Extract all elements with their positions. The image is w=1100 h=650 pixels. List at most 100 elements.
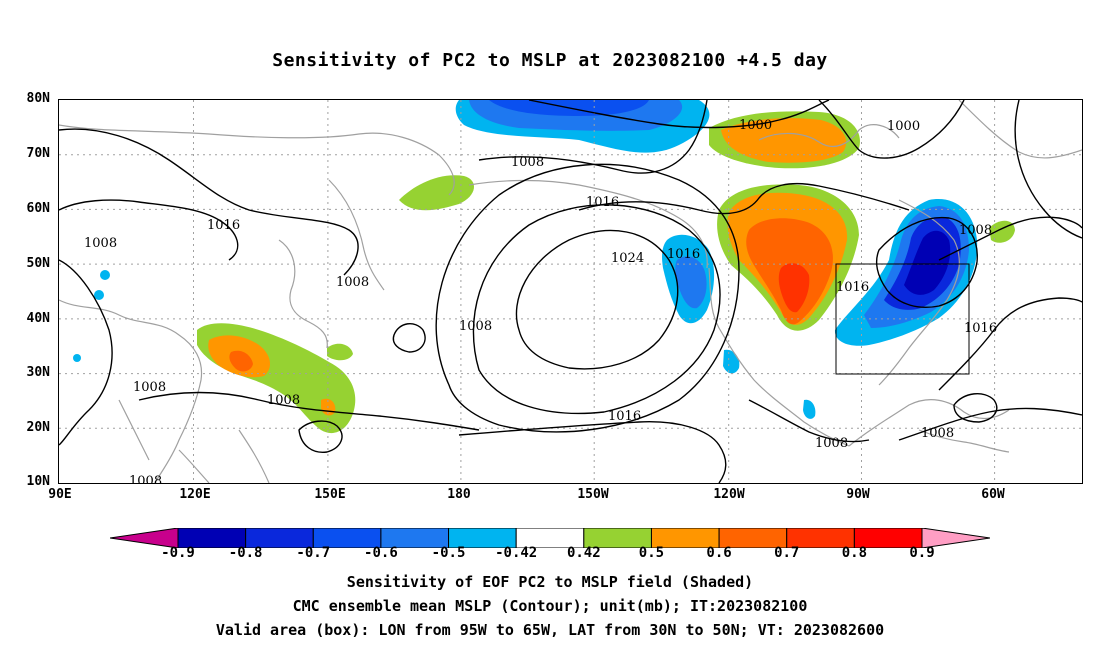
coast-greenland bbox=[958, 100, 1082, 159]
contour-label-1008-f: 1008 bbox=[133, 380, 166, 395]
contour-1008-high bbox=[435, 163, 740, 433]
caption-line-1: Sensitivity of EOF PC2 to MSLP field (Sh… bbox=[346, 573, 754, 591]
shade-darkorange-wpac bbox=[229, 350, 253, 372]
shade-lightblue-mexico bbox=[723, 349, 740, 374]
coast-caribbean bbox=[918, 429, 1010, 453]
valid-area-box bbox=[835, 263, 970, 375]
colorbar-tick-label: -0.5 bbox=[431, 545, 466, 561]
colorbar-tick-label: 0.5 bbox=[638, 545, 665, 561]
contour-1016-high bbox=[472, 204, 721, 415]
coast-west-na bbox=[708, 267, 850, 447]
lat-label-60n: 60N bbox=[26, 201, 50, 216]
colorbar bbox=[110, 528, 990, 548]
colorbar-tick-label: -0.42 bbox=[495, 545, 538, 561]
contour-label-1008-d: 1008 bbox=[336, 275, 369, 290]
contour-arctic-low bbox=[528, 100, 830, 129]
lat-label-40n: 40N bbox=[26, 311, 50, 326]
contour-1016-subtrop bbox=[458, 421, 727, 483]
colorbar-tick-label: -0.6 bbox=[364, 545, 398, 561]
contour-label-1016-a: 1016 bbox=[586, 195, 619, 210]
coastlines bbox=[59, 100, 1082, 483]
lat-label-80n: 80N bbox=[26, 91, 50, 106]
contour-1008-asia-south bbox=[59, 259, 113, 446]
colorbar-tick-label: 0.6 bbox=[706, 545, 732, 561]
lat-label-70n: 70N bbox=[26, 146, 50, 161]
shade-navy-east bbox=[904, 230, 951, 295]
contour-label-1024: 1024 bbox=[611, 251, 644, 266]
contour-label-1016-c: 1016 bbox=[667, 247, 700, 262]
sensitivity-shading bbox=[73, 100, 1015, 434]
contour-label-1008-c: 1008 bbox=[84, 236, 117, 251]
contour-label-1016-e: 1016 bbox=[608, 409, 641, 424]
coast-hudson bbox=[758, 124, 900, 147]
lon-label-120e: 120E bbox=[179, 487, 211, 502]
lon-label-150w: 150W bbox=[577, 487, 609, 502]
contour-1016-large bbox=[578, 183, 910, 215]
lat-label-50n: 50N bbox=[26, 256, 50, 271]
contour-1016-asia bbox=[59, 199, 239, 261]
shade-lightblue-caribbean bbox=[803, 399, 816, 419]
contour-label-1008-e: 1008 bbox=[459, 319, 492, 334]
colorbar-tick-label: 0.8 bbox=[841, 545, 868, 561]
contour-label-1016-d: 1016 bbox=[836, 280, 869, 295]
shade-orange-canada-north bbox=[721, 118, 847, 163]
contour-1008-atlantic bbox=[898, 407, 1082, 441]
coast-east-na bbox=[878, 199, 960, 386]
contour-label-1000-b: 1000 bbox=[887, 119, 920, 134]
contour-label-1008-h: 1008 bbox=[815, 436, 848, 451]
caption-line-2: CMC ensemble mean MSLP (Contour); unit(m… bbox=[292, 597, 808, 615]
contour-low-south bbox=[298, 420, 343, 453]
shade-blue-dot-1 bbox=[100, 270, 110, 280]
mslp-contours bbox=[59, 100, 1082, 483]
contour-pacific-low bbox=[392, 323, 426, 353]
map-panel: 1000 1000 1008 1016 1008 1016 1008 1016 … bbox=[58, 99, 1083, 484]
coast-alaska bbox=[468, 179, 708, 269]
shade-green-wpac-north bbox=[327, 343, 353, 361]
lat-label-30n: 30N bbox=[26, 365, 50, 380]
colorbar-max-arrow bbox=[921, 528, 990, 548]
lon-label-60w: 60W bbox=[981, 487, 1005, 502]
shade-blue-west bbox=[675, 256, 707, 309]
contour-1016-atlantic bbox=[938, 297, 1082, 391]
map-svg: 1000 1000 1008 1016 1008 1016 1008 1016 … bbox=[59, 100, 1082, 483]
contour-label-1008-a: 1008 bbox=[511, 155, 544, 170]
contour-1008-mexico bbox=[748, 399, 870, 443]
contour-1008-arctic bbox=[478, 100, 708, 174]
contour-label-1016-b: 1016 bbox=[207, 218, 240, 233]
coast-siberia bbox=[59, 124, 455, 196]
shade-blue-dot-2 bbox=[94, 290, 104, 300]
colorbar-tick-label: 0.42 bbox=[566, 545, 601, 561]
colorbar-tick-label: -0.8 bbox=[228, 545, 263, 561]
lon-label-90w: 90W bbox=[846, 487, 870, 502]
contour-1008-greenland bbox=[938, 216, 1082, 261]
contour-1024-high bbox=[515, 229, 679, 370]
contour-1008-west bbox=[59, 128, 359, 276]
shade-green-alaska bbox=[399, 175, 475, 211]
coast-korea-japan bbox=[278, 239, 328, 349]
coast-asia-east bbox=[59, 299, 203, 483]
colorbar-tick-label: -0.9 bbox=[161, 545, 195, 561]
contour-label-1000-a: 1000 bbox=[739, 118, 772, 133]
map-title: Sensitivity of PC2 to MSLP at 2023082100… bbox=[272, 50, 828, 71]
lon-label-150e: 150E bbox=[314, 487, 346, 502]
caption-line-3: Valid area (box): LON from 95W to 65W, L… bbox=[215, 621, 885, 639]
colorbar-tick-label: 0.9 bbox=[909, 545, 935, 561]
contour-label-1008-b: 1008 bbox=[959, 223, 992, 238]
shade-blue-dot-3 bbox=[73, 354, 81, 362]
shade-red-central bbox=[778, 263, 810, 313]
contour-east-low bbox=[875, 216, 978, 308]
lat-label-10n: 10N bbox=[26, 474, 50, 489]
contour-label-1016-f: 1016 bbox=[964, 321, 997, 336]
lon-label-180: 180 bbox=[447, 487, 471, 502]
contour-1000-east bbox=[818, 100, 965, 159]
contour-1008-pacific bbox=[138, 391, 480, 431]
colorbar-tick-label: -0.7 bbox=[296, 545, 331, 561]
contour-eastmost bbox=[1014, 100, 1082, 239]
contour-atlantic-low bbox=[953, 393, 998, 423]
lon-label-120w: 120W bbox=[713, 487, 745, 502]
coast-gulf bbox=[848, 399, 1010, 447]
colorbar-tick-label: 0.7 bbox=[774, 545, 800, 561]
contour-label-1008-g: 1008 bbox=[267, 393, 300, 408]
lon-label-90e: 90E bbox=[48, 487, 72, 502]
coast-kamchatka bbox=[328, 179, 385, 291]
